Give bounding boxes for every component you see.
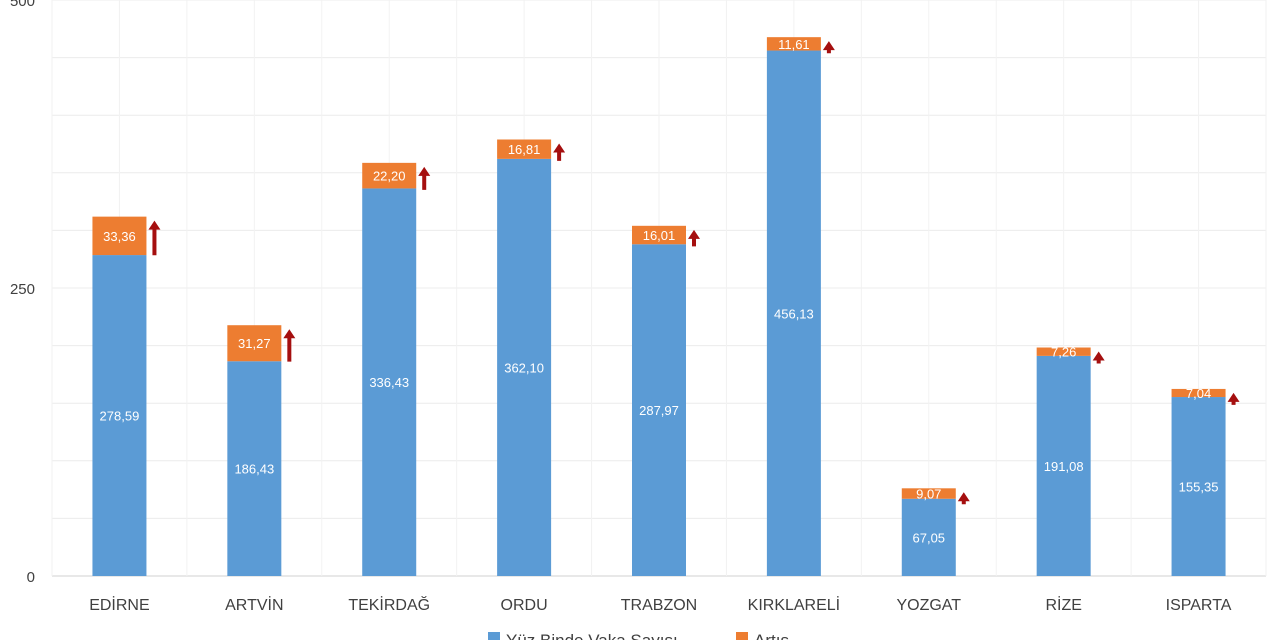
data-label-artis: 16,01: [643, 228, 676, 243]
data-label-artis: 7,26: [1051, 345, 1076, 360]
data-label-vaka: 362,10: [504, 360, 544, 375]
legend-swatch-vaka: [488, 632, 500, 640]
bar-vaka: [766, 50, 821, 577]
data-label-artis: 7,04: [1186, 386, 1211, 401]
bar-artis: [92, 216, 147, 256]
bar-vaka: [362, 188, 417, 577]
up-arrow-icon: [822, 41, 835, 54]
up-arrow-icon: [688, 229, 700, 247]
x-tick-label: ARTVİN: [225, 595, 283, 614]
data-label-vaka: 278,59: [100, 409, 140, 424]
x-tick-label: KIRKLARELİ: [748, 595, 840, 614]
data-label-artis: 33,36: [103, 229, 136, 244]
bar-artis: [901, 488, 956, 499]
y-tick-label: 0: [27, 569, 35, 586]
bar-artis: [497, 139, 552, 159]
data-label-artis: 11,61: [778, 37, 810, 52]
bar-vaka: [92, 255, 147, 576]
x-tick-label: ISPARTA: [1166, 597, 1232, 614]
x-tick-label: TEKİRDAĞ: [348, 595, 430, 614]
x-tick-label: YOZGAT: [896, 597, 961, 614]
up-arrow-icon: [553, 143, 566, 161]
legend-swatch-artis: [736, 632, 748, 640]
data-label-artis: 22,20: [373, 169, 406, 184]
data-label-vaka: 186,43: [234, 462, 274, 477]
x-tick-label: RİZE: [1045, 595, 1081, 614]
bar-vaka: [227, 361, 282, 576]
legend-label-artis: Artış: [754, 631, 789, 640]
data-label-artis: 16,81: [508, 142, 541, 157]
x-tick-label: ORDU: [501, 597, 548, 614]
up-arrow-icon: [957, 492, 970, 505]
y-tick-label: 250: [10, 281, 35, 298]
data-label-artis: 9,07: [916, 487, 941, 502]
up-arrow-icon: [1227, 392, 1240, 405]
x-tick-label: EDİRNE: [89, 595, 149, 614]
bar-vaka: [901, 498, 956, 576]
up-arrow-icon: [148, 220, 161, 256]
bar-artis: [227, 325, 282, 362]
data-label-vaka: 191,08: [1044, 459, 1084, 474]
bar-artis: [1036, 347, 1091, 356]
up-arrow-icon: [1092, 351, 1105, 364]
legend-label-vaka: Yüz Binde Vaka Sayısı: [506, 631, 678, 640]
y-tick-label: 500: [10, 0, 35, 10]
x-tick-label: TRABZON: [621, 597, 697, 614]
bar-artis: [362, 162, 417, 189]
data-label-vaka: 155,35: [1179, 480, 1219, 495]
data-label-vaka: 67,05: [913, 530, 946, 545]
data-label-vaka: 287,97: [639, 403, 679, 418]
data-label-vaka: 336,43: [369, 375, 409, 390]
bar-vaka: [632, 244, 686, 577]
bar-vaka: [1171, 397, 1226, 576]
up-arrow-icon: [418, 166, 431, 190]
data-label-vaka: 456,13: [774, 306, 814, 321]
bar-vaka: [497, 158, 552, 577]
up-arrow-icon: [283, 329, 296, 362]
bar-artis: [632, 225, 686, 245]
bar-artis: [1171, 388, 1226, 398]
bar-vaka: [1036, 355, 1091, 576]
bar-artis: [766, 37, 821, 51]
data-label-artis: 31,27: [238, 336, 271, 351]
